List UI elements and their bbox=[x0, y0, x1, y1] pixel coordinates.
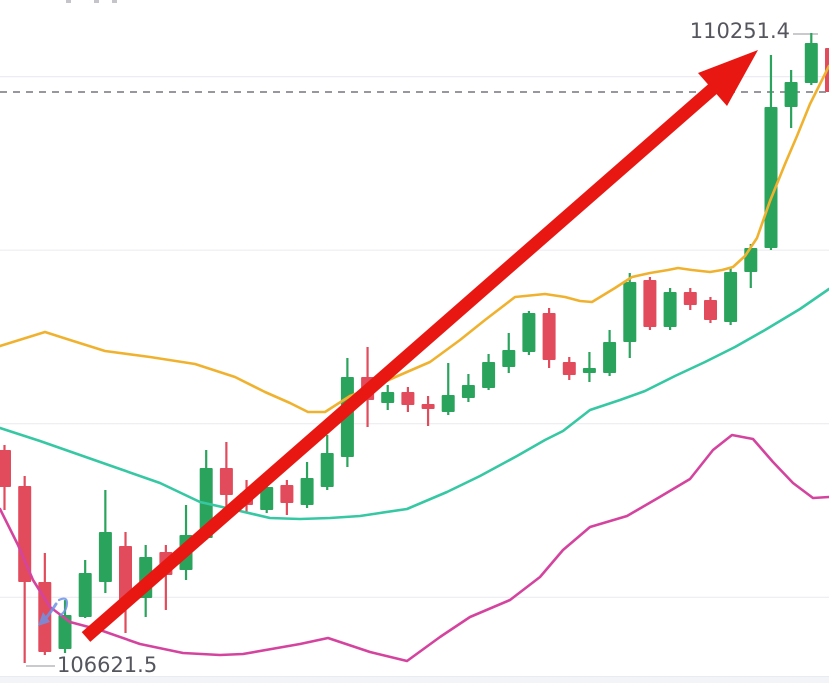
candle-body bbox=[401, 392, 415, 405]
candle-body bbox=[58, 615, 72, 649]
candle-body bbox=[98, 532, 112, 582]
candle-body bbox=[724, 272, 738, 322]
gridlines bbox=[0, 75, 829, 598]
cursor-arrow-head bbox=[38, 612, 50, 626]
cursor-flag bbox=[57, 597, 69, 617]
trend-arrow-head[interactable] bbox=[698, 50, 758, 106]
ma-line-orange bbox=[0, 64, 829, 414]
candle-body bbox=[542, 313, 556, 360]
candle-body bbox=[119, 546, 132, 600]
candle-body bbox=[704, 300, 717, 320]
candle-body bbox=[320, 453, 334, 487]
trend-arrow-shaft[interactable] bbox=[81, 81, 721, 642]
candle-body bbox=[421, 404, 435, 409]
trend-arrow-annotation[interactable] bbox=[81, 50, 758, 642]
candle-body bbox=[784, 82, 798, 107]
candles-layer bbox=[0, 33, 829, 663]
draw-cursor-icon[interactable] bbox=[38, 597, 69, 626]
candle-body bbox=[764, 107, 778, 248]
candle-body bbox=[603, 342, 617, 373]
candle-body bbox=[623, 282, 637, 342]
candle-body bbox=[643, 280, 657, 327]
candle-body bbox=[582, 368, 596, 373]
band-line-teal bbox=[0, 287, 829, 521]
candle-body bbox=[482, 362, 496, 388]
candle-body bbox=[502, 350, 516, 367]
candle-body bbox=[461, 385, 475, 398]
candle-body bbox=[18, 486, 32, 582]
candle-body bbox=[300, 478, 314, 505]
cursor-arrow-tail bbox=[44, 602, 58, 620]
candle-body bbox=[744, 248, 758, 272]
low-price-label: 106621.5 bbox=[57, 653, 158, 677]
candle-body bbox=[78, 573, 92, 617]
candle-body bbox=[663, 292, 677, 327]
clipped-indicator-text bbox=[66, 0, 117, 3]
panel-divider bbox=[0, 676, 829, 683]
candle-body bbox=[0, 450, 11, 487]
candle-body bbox=[683, 292, 697, 305]
candle-body bbox=[562, 362, 576, 375]
candle-body bbox=[381, 392, 395, 403]
candle-body bbox=[280, 485, 294, 503]
candle-body bbox=[441, 395, 455, 412]
candle-body bbox=[804, 43, 818, 83]
candle-body bbox=[522, 313, 536, 352]
candle-body bbox=[260, 487, 274, 510]
candle-body bbox=[219, 468, 233, 495]
high-price-label: 110251.4 bbox=[689, 19, 790, 43]
